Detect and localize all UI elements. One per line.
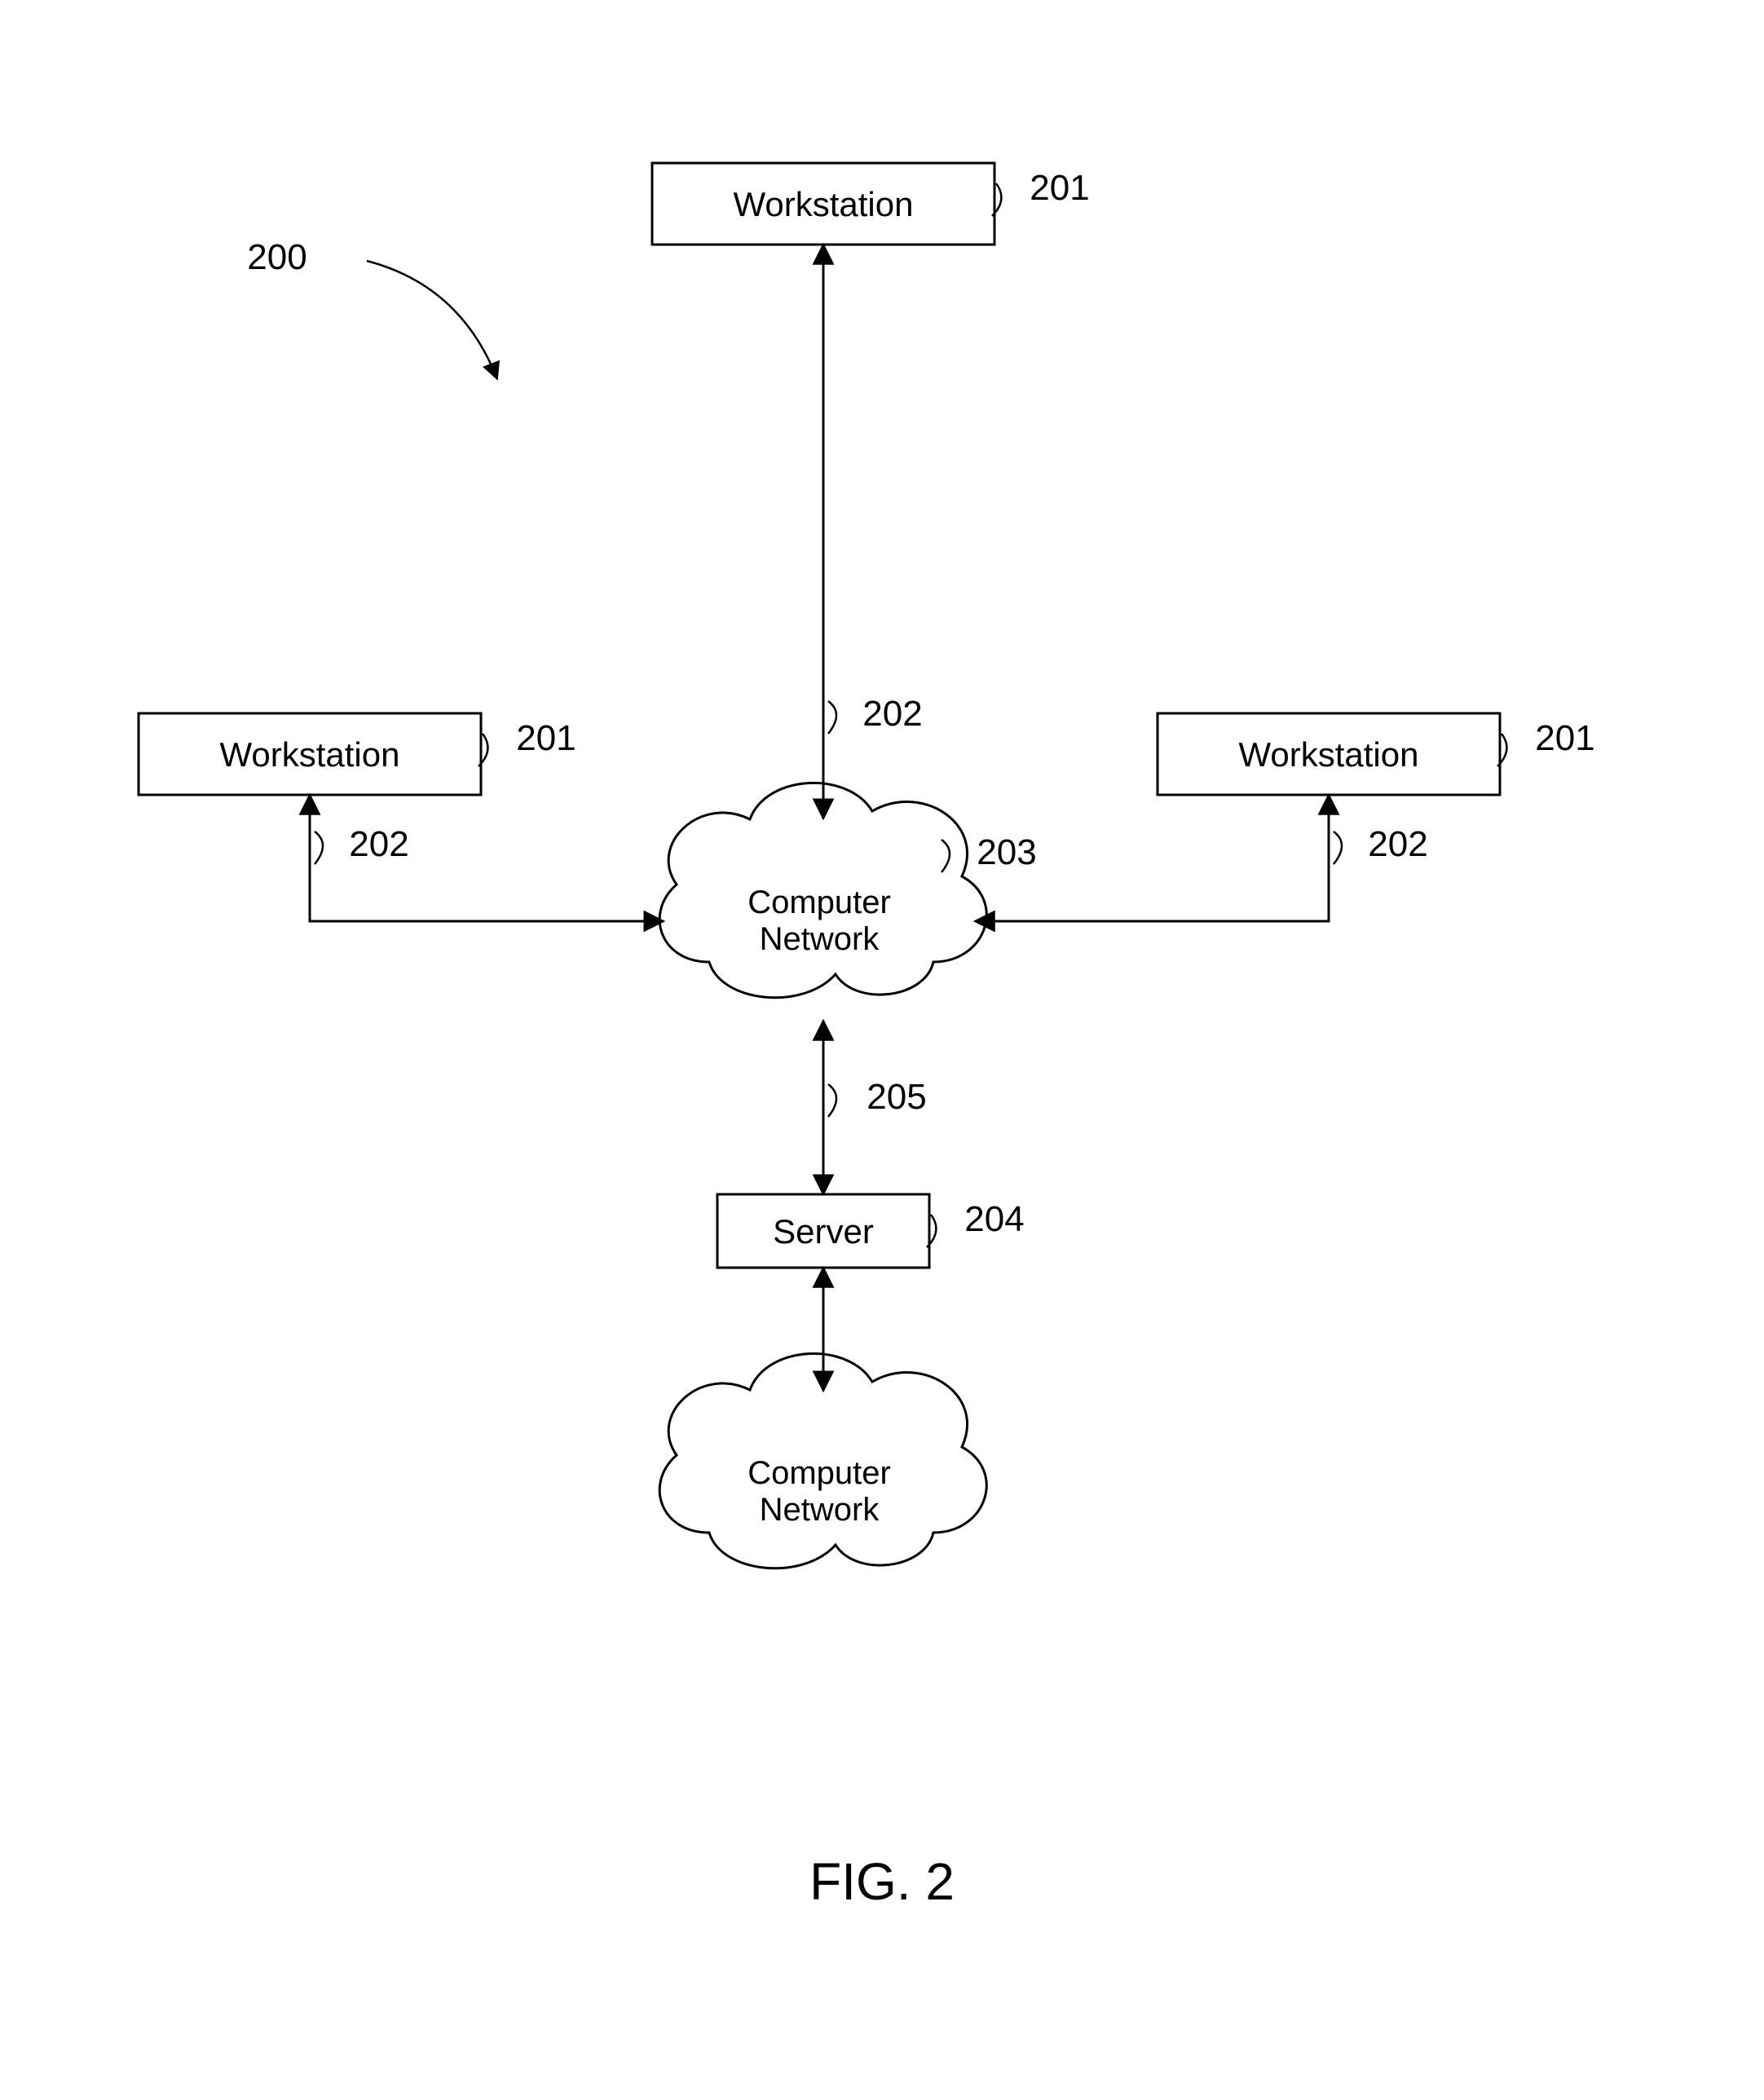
ref-202-left: 202: [349, 824, 408, 864]
ref-204: 204: [964, 1199, 1024, 1239]
ref-200-label: 200: [247, 237, 306, 277]
workstation-right: Workstation 201: [1158, 713, 1595, 795]
server-box: Server 204: [717, 1194, 1025, 1268]
cloud2-label-l1: Computer: [747, 1455, 891, 1491]
workstation-left-label: Workstation: [220, 735, 400, 774]
workstation-left: Workstation 201: [139, 713, 576, 795]
server-label: Server: [773, 1212, 874, 1251]
edge-ws-left-to-cloud: 202: [310, 795, 664, 921]
ref-202-top: 202: [862, 694, 922, 734]
leader-200: 200: [247, 237, 497, 379]
edge-cloud-to-server: 205: [823, 1021, 927, 1194]
ref-205: 205: [867, 1077, 926, 1117]
computer-network-cloud-upper: Computer Network 203: [659, 783, 1037, 997]
workstation-right-label: Workstation: [1239, 735, 1419, 774]
cloud2-label-l2: Network: [760, 1492, 880, 1528]
edge-ws-right-to-cloud: 202: [975, 795, 1428, 921]
ref-201-left: 201: [516, 718, 576, 758]
ref-201-top: 201: [1030, 168, 1089, 208]
cloud1-label-l2: Network: [760, 921, 880, 957]
ref-203: 203: [977, 832, 1036, 872]
workstation-top: Workstation 201: [652, 163, 1090, 245]
edge-ws-top-to-cloud: 202: [823, 245, 923, 818]
ref-202-right: 202: [1368, 824, 1427, 864]
figure-label: FIG. 2: [809, 1852, 955, 1911]
ref-201-right: 201: [1535, 718, 1594, 758]
cloud1-label-l1: Computer: [747, 885, 891, 920]
workstation-top-label: Workstation: [734, 185, 914, 223]
diagram-canvas: 200 Workstation 201 Workstation 201 Work…: [0, 0, 1764, 2100]
